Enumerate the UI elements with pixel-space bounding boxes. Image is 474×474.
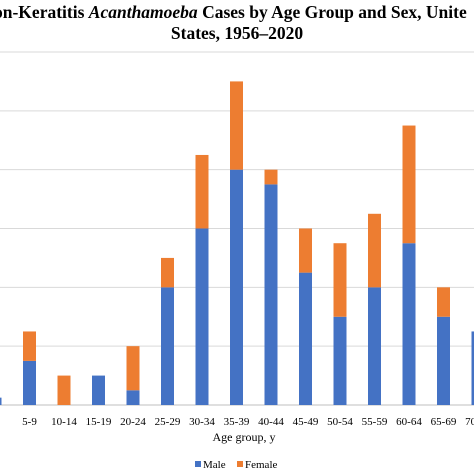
bar-female-40-44	[264, 169, 278, 185]
x-tick-label: 70-74	[465, 416, 474, 428]
bar-female-5-9	[23, 331, 36, 361]
x-tick-label: 45-49	[293, 416, 319, 428]
bar-male-30-34	[195, 228, 209, 405]
bar-male-65-69	[437, 316, 450, 405]
bar-female-20-24	[126, 346, 140, 391]
x-tick-labels: 45-910-1415-1920-2425-2930-3435-3940-444…	[22, 416, 474, 428]
bar-male-50-54	[333, 316, 347, 405]
bar-female-35-39	[230, 81, 243, 170]
x-tick-label: 5-9	[22, 416, 37, 428]
chart-title-line2: States, 1956–2020	[171, 23, 303, 43]
x-tick-label: 10-14	[51, 416, 77, 428]
legend-label-male: Male	[203, 459, 226, 471]
x-tick-label: 40-44	[258, 416, 284, 428]
bar-male-25-29	[161, 287, 174, 405]
legend-swatch-male	[195, 461, 201, 467]
x-axis-title: Age group, y	[213, 430, 276, 444]
bar-female-10-14	[57, 375, 71, 405]
bar-male-60-64	[402, 243, 416, 405]
bar-male-15-19	[92, 375, 105, 405]
x-tick-label: 60-64	[396, 416, 422, 428]
chart-title-line1: on-Keratitis Acanthamoeba Cases by Age G…	[0, 2, 467, 22]
x-tick-label: 65-69	[431, 416, 457, 428]
x-tick-label: 25-29	[155, 416, 181, 428]
x-tick-label: 15-19	[86, 416, 112, 428]
legend-label-female: Female	[245, 459, 277, 471]
bar-female-30-34	[195, 154, 209, 229]
bar-female-60-64	[402, 125, 416, 244]
x-tick-label: 50-54	[327, 416, 353, 428]
x-tick-label: 20-24	[120, 416, 146, 428]
chart-title: on-Keratitis Acanthamoeba Cases by Age G…	[0, 2, 467, 43]
bar-female-55-59	[368, 213, 381, 288]
bar-male-45-49	[299, 272, 312, 405]
x-tick-label: 35-39	[224, 416, 250, 428]
legend: Male Female	[195, 459, 277, 471]
x-tick-label: 30-34	[189, 416, 215, 428]
bar-female-25-29	[161, 257, 174, 288]
bar-female-50-54	[333, 243, 347, 317]
bar-male-35-39	[230, 169, 243, 405]
bar-male-4	[0, 397, 2, 405]
bar-male-70-74	[471, 331, 474, 405]
x-tick-label: 55-59	[362, 416, 388, 428]
bar-male-40-44	[264, 184, 278, 405]
bar-male-5-9	[23, 360, 36, 405]
bar-female-65-69	[437, 287, 450, 317]
legend-swatch-female	[237, 461, 243, 467]
bar-male-20-24	[126, 390, 140, 405]
bar-male-55-59	[368, 287, 381, 405]
bar-female-45-49	[299, 228, 312, 273]
bars	[0, 81, 474, 405]
